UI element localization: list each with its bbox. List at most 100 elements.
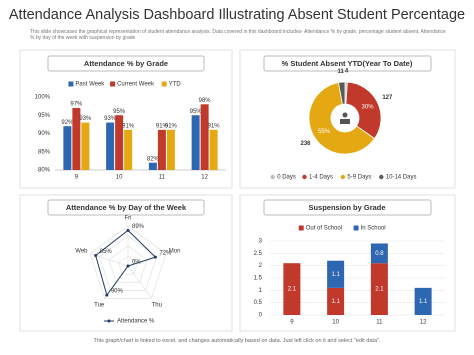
legend-label: Out of School: [306, 226, 342, 232]
data-label: 89%: [132, 224, 145, 230]
radar-point: [126, 228, 130, 232]
bar: [63, 126, 72, 170]
x-tick-label: 12: [420, 320, 427, 326]
data-label: 95%: [113, 109, 126, 115]
legend-swatch: [298, 225, 304, 231]
data-label: 1.1: [331, 299, 340, 305]
bar: [191, 115, 200, 170]
data-label: 95%: [190, 109, 203, 115]
chart-title: Attendance % by Grade: [84, 59, 168, 68]
data-label: 127: [382, 95, 393, 101]
radar-line: [95, 229, 157, 297]
title-box: [263, 55, 432, 72]
legend-label: 1-4 Days: [309, 175, 333, 181]
radar-point: [94, 253, 98, 257]
radar-point: [105, 293, 109, 297]
bar: [72, 107, 81, 170]
data-label: 0.8: [375, 251, 384, 257]
legend-swatch: [161, 81, 167, 87]
legend-swatch: [68, 81, 74, 87]
y-tick-label: 80%: [38, 168, 51, 174]
legend-label: Current Week: [117, 82, 155, 88]
axis-label: Thu: [152, 302, 162, 308]
y-tick-label: 0: [259, 313, 263, 319]
radar-ring: [118, 255, 138, 275]
y-tick-label: 85%: [38, 149, 51, 155]
center-icon: [340, 119, 350, 124]
y-tick-label: 2: [259, 263, 263, 269]
data-label: 91%: [165, 123, 178, 129]
axis-label: Mon: [169, 249, 181, 255]
y-tick-label: 95%: [38, 113, 51, 119]
data-label: 2.1: [288, 287, 297, 293]
x-tick-label: 11: [159, 175, 166, 181]
bar-segment: [370, 243, 388, 264]
data-label: 93%: [79, 116, 92, 122]
legend-swatch: [340, 174, 346, 180]
x-tick-label: 12: [201, 175, 208, 181]
chart-title: % Student Absent YTD(Year To Date): [282, 59, 413, 68]
panel: [19, 194, 233, 332]
y-tick-label: 3: [259, 239, 263, 245]
data-label: 82%: [147, 156, 160, 162]
panels: [19, 49, 456, 332]
data-label: 91%: [122, 123, 135, 129]
legend-swatch: [107, 319, 111, 323]
chart-title: Attendance % by Day of the Week: [66, 203, 187, 212]
legend-swatch: [270, 174, 275, 180]
axis-label: Tue: [94, 302, 105, 308]
legend-swatch: [302, 174, 307, 180]
y-tick-label: 1: [259, 288, 263, 294]
data-label: 92%: [61, 120, 74, 126]
y-tick-label: 90%: [38, 131, 51, 137]
slice-percent: 30%: [362, 105, 375, 111]
legend-swatch: [110, 81, 116, 87]
bar: [200, 104, 209, 170]
legend-label: 0 Days: [277, 175, 296, 181]
bar: [124, 129, 133, 170]
legend-label: YTD: [169, 82, 182, 88]
data-label: 0%: [132, 260, 141, 266]
data-label: 85%: [100, 249, 113, 255]
data-label: 72%: [159, 251, 172, 257]
axis-label: Fri: [125, 216, 132, 222]
data-label: 91%: [156, 123, 169, 129]
data-label: 4: [345, 69, 349, 75]
data-label: 97%: [70, 102, 83, 108]
data-label: 236: [301, 141, 312, 147]
bar-segment: [327, 287, 345, 315]
y-tick-label: 1.5: [254, 276, 263, 282]
data-label: 91%: [208, 123, 221, 129]
radar-point: [153, 255, 157, 259]
bar: [157, 129, 166, 170]
radar-spoke: [127, 265, 152, 299]
legend-label: Attendance %: [117, 319, 155, 325]
y-tick-label: 100%: [35, 95, 51, 101]
bar-segment: [370, 263, 388, 315]
bar: [148, 162, 157, 170]
legend-label: 5-9 Days: [347, 175, 371, 181]
title-box: [47, 55, 205, 72]
page-title: Attendance Analysis Dashboard Illustrati…: [8, 7, 466, 23]
legend-label: 10-14 Days: [386, 175, 417, 181]
footer-note: This graph/chart is linked to excel, and…: [93, 338, 381, 344]
data-label: 1.1: [419, 299, 428, 305]
x-tick-label: 11: [376, 320, 383, 326]
center-icon: [342, 112, 348, 118]
data-label: 1.1: [331, 272, 340, 278]
data-label: 98%: [199, 98, 212, 104]
data-label: 11: [338, 69, 345, 75]
bar: [166, 129, 175, 170]
x-tick-label: 10: [332, 320, 339, 326]
bar: [81, 122, 90, 170]
legend-swatch: [353, 225, 359, 231]
y-tick-label: 0.5: [254, 300, 263, 306]
x-tick-label: 9: [75, 175, 79, 181]
pie-slice: [337, 81, 346, 105]
legend-label: In School: [361, 226, 386, 232]
axis-label: Web: [75, 249, 88, 255]
data-label: 90%: [111, 289, 124, 295]
y-tick-label: 2.5: [254, 251, 263, 257]
